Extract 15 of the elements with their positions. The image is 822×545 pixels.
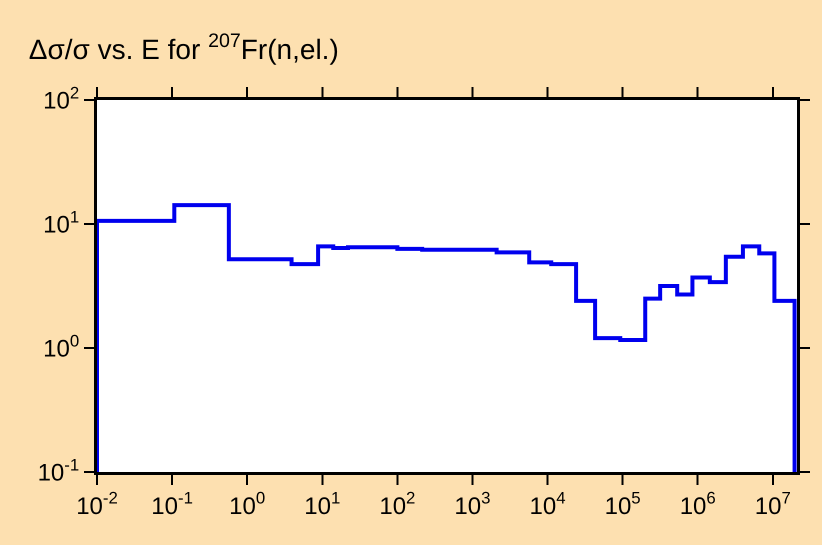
y-tick-label: 10$^{2}$ (43, 83, 80, 114)
x-tick-label: 10$^{3}$ (454, 488, 490, 520)
x-tick-label: 10$^{-1}$ (151, 488, 193, 520)
x-tick-label: 10$^{6}$ (680, 488, 716, 520)
chart-title: Δσ/σ vs. E for $^{207}$Fr(n,el.) (28, 30, 339, 65)
x-tick-label: 10$^{7}$ (754, 488, 791, 520)
x-tick-label: 10$^{-2}$ (76, 488, 118, 520)
y-tick-label: 10$^{-1}$ (38, 455, 80, 486)
y-tick-label: 10$^{0}$ (43, 331, 80, 362)
y-tick-label: 10$^{1}$ (43, 207, 80, 238)
x-tick-label: 10$^{0}$ (229, 488, 266, 520)
x-tick-label: 10$^{2}$ (379, 488, 416, 520)
x-tick-label: 10$^{4}$ (530, 488, 566, 520)
x-tick-label: 10$^{1}$ (304, 488, 340, 520)
x-tick-label: 10$^{5}$ (604, 488, 641, 520)
